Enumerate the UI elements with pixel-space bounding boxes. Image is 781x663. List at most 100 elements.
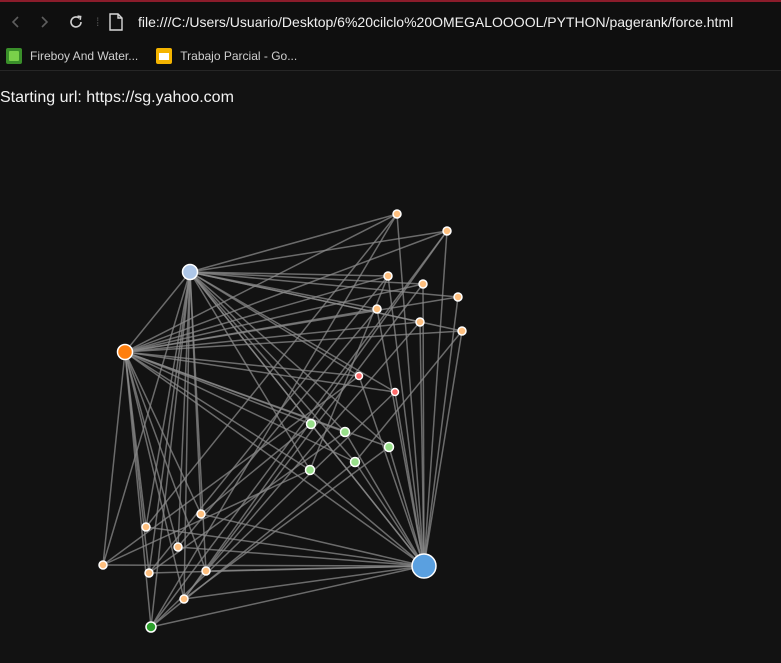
- reload-button[interactable]: [62, 8, 90, 36]
- graph-link: [124, 230, 448, 353]
- graph-link: [388, 446, 425, 567]
- bookmark-label: Fireboy And Water...: [30, 49, 139, 63]
- graph-link: [205, 321, 421, 572]
- slides-icon: [156, 48, 173, 64]
- graph-node[interactable]: [173, 542, 183, 552]
- graph-node[interactable]: [411, 553, 437, 579]
- bookmark-label: Trabajo Parcial - Go...: [180, 49, 298, 63]
- graph-node[interactable]: [392, 209, 402, 219]
- graph-link: [124, 271, 191, 353]
- chevron-right-icon: [41, 16, 49, 28]
- graph-link: [150, 565, 425, 628]
- graph-link: [102, 271, 191, 566]
- graph-link: [145, 213, 398, 528]
- graph-link: [189, 271, 424, 285]
- graph-node[interactable]: [354, 371, 364, 381]
- graph-link: [354, 330, 463, 463]
- graph-node[interactable]: [372, 304, 382, 314]
- graph-link: [124, 321, 421, 353]
- graph-link: [124, 351, 202, 515]
- back-button[interactable]: [2, 8, 30, 36]
- graph-link: [183, 283, 424, 600]
- forward-button[interactable]: [30, 8, 58, 36]
- graph-link: [102, 351, 126, 566]
- graph-link: [354, 461, 425, 567]
- graph-link: [396, 213, 425, 567]
- graph-link: [102, 564, 425, 567]
- graph-link: [124, 351, 396, 393]
- force-graph[interactable]: [0, 71, 781, 663]
- graph-node[interactable]: [418, 279, 428, 289]
- graph-link: [205, 565, 425, 572]
- bookmark-trabajo-parcial[interactable]: Trabajo Parcial - Go...: [150, 44, 303, 68]
- graph-link: [177, 308, 378, 548]
- url-text[interactable]: file:///C:/Users/Usuario/Desktop/6%20cil…: [138, 14, 734, 30]
- graph-node[interactable]: [415, 317, 425, 327]
- graph-node[interactable]: [141, 522, 151, 532]
- graph-link: [189, 271, 389, 277]
- graph-link: [189, 271, 396, 393]
- graph-link: [423, 330, 463, 567]
- graph-link: [102, 469, 311, 566]
- graph-link: [124, 213, 398, 353]
- graph-node[interactable]: [390, 387, 400, 397]
- graph-link: [124, 351, 356, 463]
- graph-link: [309, 469, 425, 567]
- file-icon: [109, 13, 123, 31]
- graph-node[interactable]: [383, 271, 393, 281]
- graph-link: [200, 423, 312, 515]
- graph-link: [145, 271, 191, 528]
- graph-node[interactable]: [116, 343, 134, 361]
- graph-node[interactable]: [98, 560, 108, 570]
- graph-link: [394, 391, 425, 567]
- graph-link: [358, 375, 425, 567]
- graph-node[interactable]: [457, 326, 467, 336]
- graph-node[interactable]: [201, 566, 211, 576]
- window-top-accent: [0, 0, 781, 2]
- starting-url-text: Starting url: https://sg.yahoo.com: [0, 89, 234, 106]
- bookmarks-bar: Fireboy And Water... Trabajo Parcial - G…: [0, 42, 781, 71]
- graph-link: [344, 431, 425, 567]
- graph-link: [102, 375, 360, 566]
- graph-node[interactable]: [339, 426, 351, 438]
- graph-node[interactable]: [145, 621, 157, 633]
- graph-node[interactable]: [196, 509, 206, 519]
- graph-link: [150, 271, 191, 628]
- graph-link: [189, 271, 459, 298]
- graph-link: [183, 271, 191, 600]
- graph-link: [124, 351, 179, 548]
- graph-link: [183, 446, 390, 600]
- graph-link: [183, 230, 448, 600]
- graph-link: [124, 351, 207, 572]
- graph-node[interactable]: [304, 464, 316, 476]
- address-bar[interactable]: file:///C:/Users/Usuario/Desktop/6%20cil…: [104, 8, 781, 36]
- graph-node[interactable]: [179, 594, 189, 604]
- graph-link: [124, 351, 360, 377]
- graph-link: [124, 275, 389, 353]
- graph-node[interactable]: [383, 441, 395, 453]
- graph-link: [387, 275, 425, 567]
- graph-link: [183, 565, 425, 600]
- nodes: [98, 209, 467, 633]
- links: [102, 213, 463, 628]
- bookmark-fireboy[interactable]: Fireboy And Water...: [0, 44, 144, 68]
- graph-link: [150, 230, 448, 628]
- graph-link: [189, 271, 390, 448]
- graph-link: [189, 230, 448, 273]
- graph-node[interactable]: [181, 263, 199, 281]
- graph-node[interactable]: [442, 226, 452, 236]
- graph-link: [124, 351, 185, 600]
- graph-link: [189, 213, 398, 273]
- graph-link: [124, 351, 152, 628]
- graph-node[interactable]: [453, 292, 463, 302]
- graph-link: [150, 213, 398, 628]
- graph-link: [148, 271, 191, 574]
- graph-node[interactable]: [305, 418, 317, 430]
- graph-link: [423, 296, 459, 567]
- graph-link: [124, 308, 378, 353]
- graph-link: [423, 230, 448, 567]
- graph-link: [124, 351, 425, 567]
- toolbar-divider: ⁞: [96, 15, 100, 29]
- graph-node[interactable]: [349, 456, 361, 468]
- graph-node[interactable]: [144, 568, 154, 578]
